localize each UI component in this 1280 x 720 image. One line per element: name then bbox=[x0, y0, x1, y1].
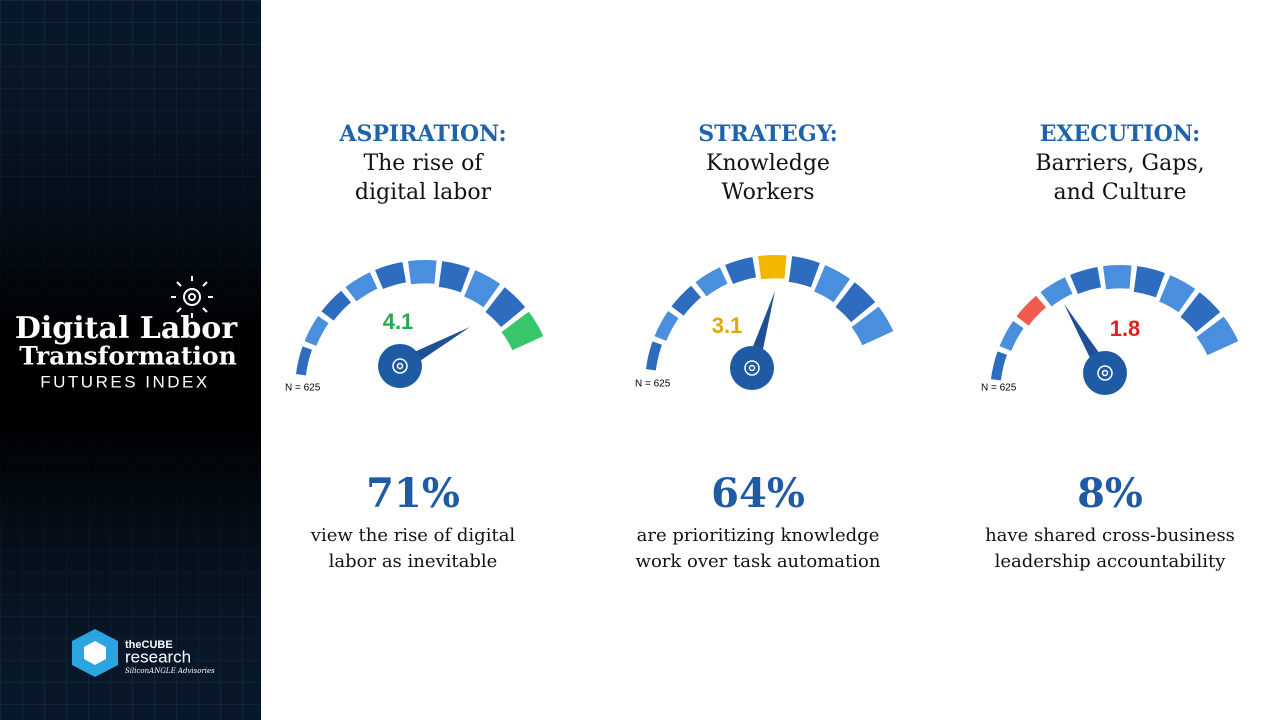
gauge-hub-icon bbox=[392, 358, 408, 374]
logo-brand: theCUBE bbox=[125, 639, 173, 651]
sample-note: N = 625 bbox=[285, 383, 321, 394]
panel-heading: ASPIRATION: bbox=[338, 121, 506, 147]
sidebar-subtitle: FUTURES INDEX bbox=[40, 372, 209, 391]
gauge-hub-icon bbox=[748, 364, 756, 372]
gauge-segment bbox=[321, 290, 351, 321]
gauge-segment bbox=[695, 267, 728, 297]
panel-subtitle: The rise of bbox=[363, 151, 484, 176]
gauge-segment bbox=[725, 256, 757, 285]
stat-description: are prioritizing knowledge bbox=[637, 525, 880, 546]
stat-description: leadership accountability bbox=[995, 551, 1227, 572]
panel-subtitle: Workers bbox=[721, 180, 814, 205]
gauge-segment bbox=[1016, 295, 1046, 326]
gauge-segment bbox=[304, 315, 329, 346]
panel-subtitle: and Culture bbox=[1054, 180, 1187, 205]
gauge-segment bbox=[758, 255, 787, 280]
gauge-segment bbox=[464, 270, 501, 308]
panel-subtitle: digital labor bbox=[355, 180, 492, 205]
gauge-segment bbox=[438, 261, 470, 293]
logo-name: research bbox=[125, 647, 191, 666]
gauge-segment bbox=[1103, 265, 1132, 290]
panel-subtitle: Barriers, Gaps, bbox=[1035, 151, 1204, 176]
gauge-hub-icon bbox=[1097, 365, 1113, 381]
gauge-segment bbox=[375, 261, 407, 290]
sample-note: N = 625 bbox=[981, 383, 1017, 394]
gauge-segment bbox=[408, 259, 437, 285]
gauge-segment bbox=[1070, 266, 1102, 295]
gauge-segment bbox=[1159, 275, 1196, 313]
gauge-segment bbox=[295, 346, 312, 376]
stat-description: work over task automation bbox=[636, 551, 881, 572]
gauge-segment bbox=[1040, 277, 1073, 307]
gauge-segment bbox=[835, 282, 876, 323]
gauge-segment bbox=[814, 265, 851, 303]
gauge-segment bbox=[990, 351, 1007, 381]
sample-note: N = 625 bbox=[635, 379, 671, 390]
stat-value: 64% bbox=[711, 470, 805, 517]
gauge-segment bbox=[999, 320, 1024, 351]
panel-heading: EXECUTION: bbox=[1040, 121, 1201, 147]
gauge-hub-icon bbox=[744, 360, 760, 376]
gauge-value: 3.1 bbox=[712, 313, 743, 338]
gauge-hub bbox=[1083, 351, 1127, 395]
gauge-hub bbox=[730, 346, 774, 390]
panel-subtitle: Knowledge bbox=[706, 151, 830, 176]
stat-description: labor as inevitable bbox=[329, 551, 498, 572]
stat-value: 71% bbox=[366, 470, 460, 517]
gauge-segment bbox=[654, 310, 679, 341]
stat-description: view the rise of digital bbox=[310, 525, 516, 546]
gauge-segment bbox=[1180, 292, 1221, 333]
gauge-segment bbox=[485, 287, 526, 328]
gauge-hub-icon bbox=[396, 362, 404, 370]
gauge-segment bbox=[345, 272, 378, 302]
stat-description: have shared cross-business bbox=[985, 525, 1235, 546]
gauge-segment bbox=[671, 285, 701, 316]
logo-tagline: SiliconANGLE Advisories bbox=[125, 667, 215, 675]
gauge-value: 4.1 bbox=[383, 309, 414, 334]
gauge-segment bbox=[1196, 316, 1239, 356]
gauge-segment bbox=[851, 306, 894, 346]
gauge-segment bbox=[1133, 266, 1165, 298]
sidebar-shade bbox=[0, 0, 261, 720]
gauge-segment bbox=[645, 341, 662, 371]
sun-icon bbox=[171, 276, 213, 318]
sidebar-title: Transformation bbox=[19, 342, 237, 371]
gauge-hub bbox=[378, 344, 422, 388]
gauge-segment bbox=[501, 311, 544, 351]
sidebar-title: Digital Labor bbox=[15, 311, 238, 346]
gauge-segment bbox=[788, 256, 820, 288]
gauge-hub-icon bbox=[1101, 369, 1109, 377]
gauge-value: 1.8 bbox=[1110, 316, 1141, 341]
stat-value: 8% bbox=[1077, 470, 1143, 517]
panel-heading: STRATEGY: bbox=[698, 121, 837, 147]
logo-icon bbox=[72, 629, 118, 677]
